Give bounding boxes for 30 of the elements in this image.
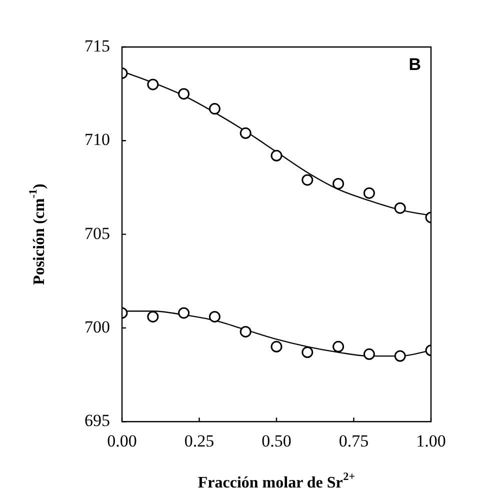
y-tick-label: 700 <box>84 317 110 336</box>
y-axis-title: Posición (cm-1) <box>28 184 48 285</box>
point <box>147 310 159 322</box>
y-tick-label: 710 <box>84 130 110 150</box>
point <box>363 348 375 360</box>
point <box>302 346 314 358</box>
point <box>147 78 159 90</box>
point <box>394 202 406 214</box>
point <box>240 326 252 338</box>
y-tick-label: 705 <box>84 224 110 243</box>
y-tick-label: 695 <box>84 411 110 430</box>
point <box>208 103 220 115</box>
x-tick-label: 0.75 <box>338 431 369 450</box>
point <box>178 307 190 319</box>
point <box>208 310 220 322</box>
point <box>332 340 344 352</box>
point <box>178 88 190 100</box>
point <box>302 174 314 186</box>
point <box>240 127 252 139</box>
point <box>332 178 344 190</box>
x-tick-label: 0.00 <box>107 431 137 450</box>
point <box>270 340 282 352</box>
x-tick-label: 1.00 <box>416 431 446 450</box>
point <box>394 350 406 362</box>
point <box>270 150 282 162</box>
annotation: B <box>408 55 421 74</box>
y-tick-label: 715 <box>84 36 110 56</box>
x-tick-label: 0.25 <box>184 431 214 450</box>
x-tick-label: 0.50 <box>262 431 292 450</box>
point <box>363 187 375 199</box>
